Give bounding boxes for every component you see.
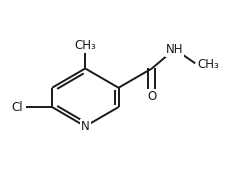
- Text: O: O: [147, 90, 156, 103]
- Text: Cl: Cl: [11, 101, 23, 114]
- Text: NH: NH: [165, 43, 183, 56]
- Text: CH₃: CH₃: [74, 39, 96, 52]
- Text: CH₃: CH₃: [197, 58, 218, 71]
- Text: N: N: [81, 120, 89, 133]
